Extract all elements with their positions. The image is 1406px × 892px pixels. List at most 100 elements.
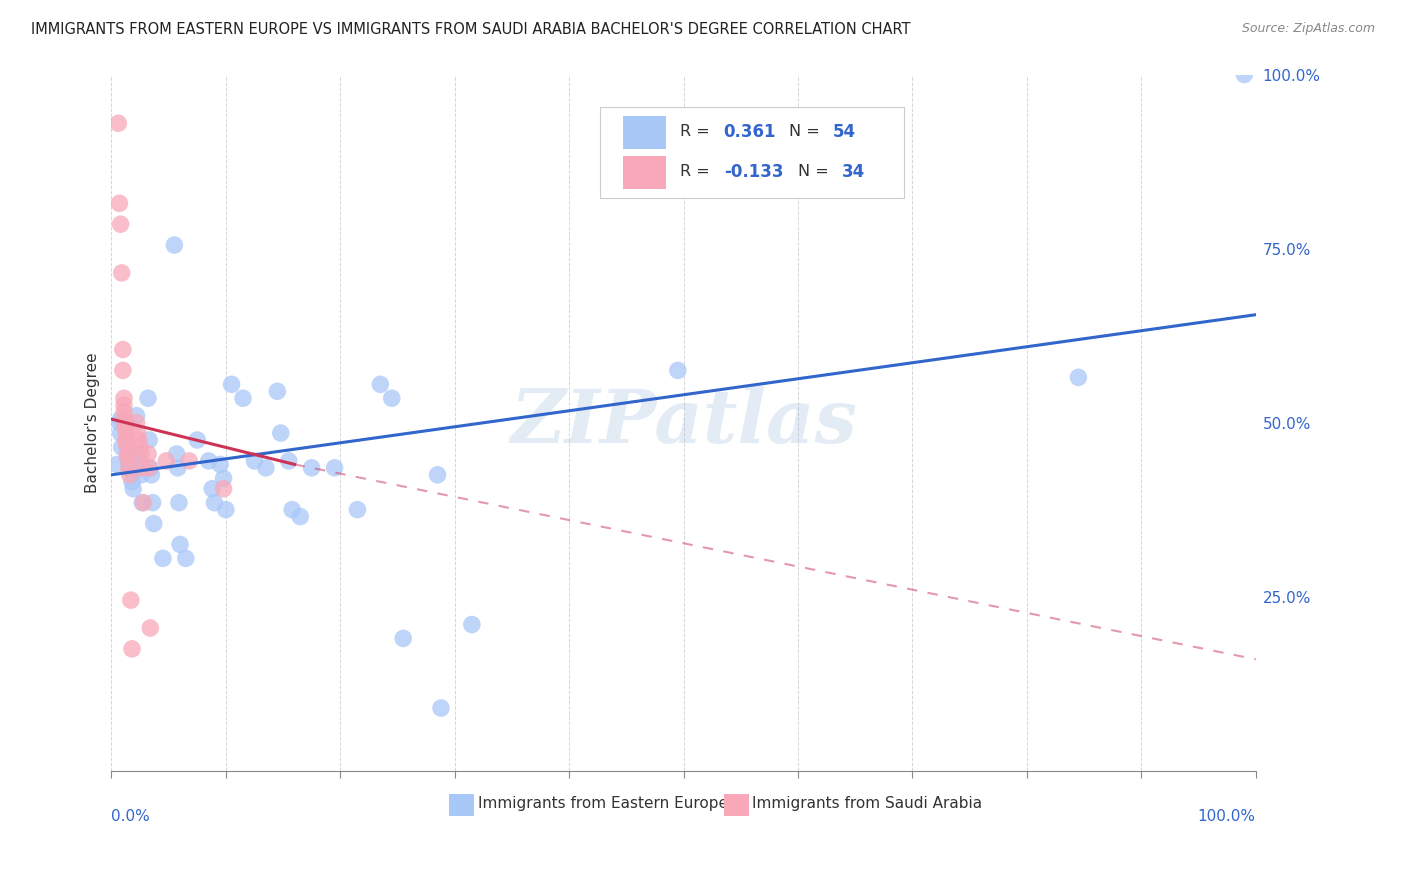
- Point: [270, 425, 292, 440]
- Text: Immigrants from Eastern Europe: Immigrants from Eastern Europe: [478, 796, 727, 811]
- Point: [131, 496, 153, 510]
- Point: [381, 391, 404, 405]
- Text: Immigrants from Saudi Arabia: Immigrants from Saudi Arabia: [752, 796, 983, 811]
- Point: [114, 416, 136, 430]
- Point: [138, 433, 160, 447]
- Point: [121, 475, 143, 489]
- Point: [138, 461, 160, 475]
- Point: [111, 363, 134, 377]
- Point: [108, 196, 131, 211]
- Point: [201, 482, 224, 496]
- Point: [131, 461, 153, 475]
- Point: [301, 461, 323, 475]
- Point: [110, 425, 132, 440]
- Point: [221, 377, 243, 392]
- Point: [1067, 370, 1090, 384]
- Point: [290, 509, 312, 524]
- Point: [266, 384, 288, 399]
- Point: [139, 621, 162, 635]
- FancyBboxPatch shape: [724, 794, 749, 816]
- Point: [112, 391, 135, 405]
- Text: IMMIGRANTS FROM EASTERN EUROPE VS IMMIGRANTS FROM SAUDI ARABIA BACHELOR'S DEGREE: IMMIGRANTS FROM EASTERN EUROPE VS IMMIGR…: [31, 22, 911, 37]
- Point: [254, 461, 277, 475]
- Point: [426, 467, 449, 482]
- Point: [127, 447, 149, 461]
- Text: N =: N =: [799, 164, 834, 179]
- Text: 54: 54: [832, 123, 855, 141]
- Text: N =: N =: [789, 124, 825, 139]
- Point: [139, 461, 162, 475]
- Text: -0.133: -0.133: [724, 162, 783, 181]
- Point: [108, 416, 131, 430]
- FancyBboxPatch shape: [623, 156, 666, 189]
- Point: [277, 454, 299, 468]
- Point: [167, 496, 190, 510]
- Point: [127, 425, 149, 440]
- Point: [392, 632, 415, 646]
- Point: [232, 391, 254, 405]
- Point: [112, 405, 135, 419]
- Point: [166, 461, 188, 475]
- Point: [128, 454, 150, 468]
- FancyBboxPatch shape: [600, 107, 904, 198]
- Point: [110, 412, 132, 426]
- Point: [129, 467, 152, 482]
- Point: [111, 440, 134, 454]
- Point: [169, 537, 191, 551]
- Point: [115, 433, 138, 447]
- Point: [129, 440, 152, 454]
- Point: [141, 467, 163, 482]
- Point: [114, 419, 136, 434]
- Point: [125, 409, 148, 423]
- Point: [120, 593, 142, 607]
- Point: [114, 416, 136, 430]
- FancyBboxPatch shape: [449, 794, 474, 816]
- Point: [430, 701, 453, 715]
- Point: [346, 502, 368, 516]
- Point: [115, 429, 138, 443]
- Point: [118, 467, 141, 482]
- Point: [111, 343, 134, 357]
- Point: [128, 433, 150, 447]
- Point: [142, 496, 165, 510]
- Point: [105, 458, 128, 472]
- Point: [115, 425, 138, 440]
- Text: R =: R =: [681, 124, 716, 139]
- Point: [129, 461, 152, 475]
- Point: [110, 217, 132, 231]
- Point: [1233, 68, 1256, 82]
- Point: [117, 454, 139, 468]
- Point: [197, 454, 219, 468]
- Point: [323, 461, 346, 475]
- Point: [155, 454, 177, 468]
- Point: [125, 416, 148, 430]
- Point: [215, 502, 238, 516]
- Text: ZIPatlas: ZIPatlas: [510, 386, 858, 458]
- Text: R =: R =: [681, 164, 716, 179]
- Point: [129, 447, 152, 461]
- Point: [212, 482, 235, 496]
- Point: [202, 496, 225, 510]
- Point: [186, 433, 208, 447]
- Point: [152, 551, 174, 566]
- Point: [117, 440, 139, 454]
- Point: [281, 502, 304, 516]
- Point: [174, 551, 197, 566]
- Point: [115, 436, 138, 450]
- Point: [142, 516, 165, 531]
- Point: [118, 461, 141, 475]
- Point: [136, 391, 159, 405]
- Point: [107, 116, 129, 130]
- FancyBboxPatch shape: [623, 116, 666, 149]
- Point: [163, 238, 186, 252]
- Text: Source: ZipAtlas.com: Source: ZipAtlas.com: [1241, 22, 1375, 36]
- Point: [117, 447, 139, 461]
- Point: [209, 458, 232, 472]
- Text: 34: 34: [842, 162, 865, 181]
- Text: 100.0%: 100.0%: [1198, 809, 1256, 824]
- Point: [117, 450, 139, 465]
- Y-axis label: Bachelor's Degree: Bachelor's Degree: [86, 352, 100, 493]
- Point: [666, 363, 689, 377]
- Point: [121, 641, 143, 656]
- Point: [370, 377, 392, 392]
